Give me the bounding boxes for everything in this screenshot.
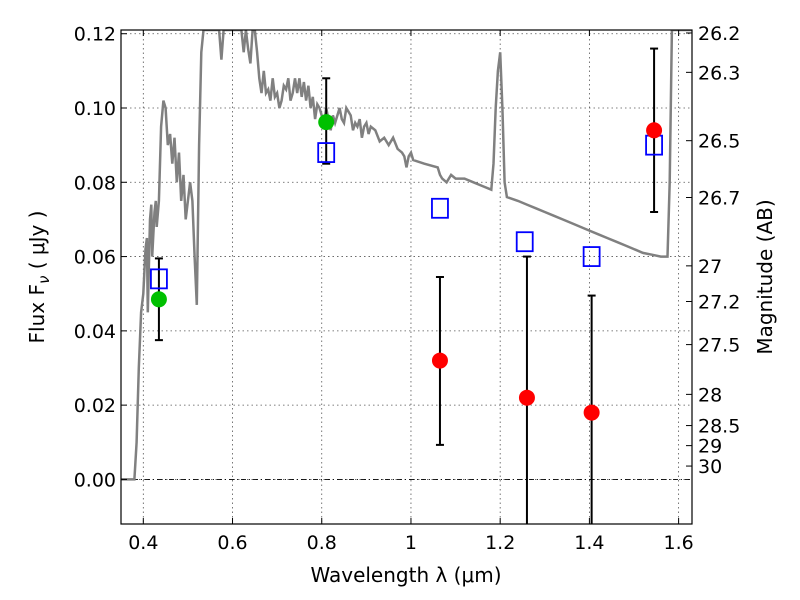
x-tick-label: 1.6 xyxy=(664,532,694,554)
model-spectrum-line xyxy=(121,30,692,481)
data-point-square xyxy=(317,142,336,163)
data-point-circle xyxy=(518,389,535,406)
x-axis-label: Wavelength λ (μm) xyxy=(310,563,501,587)
y-tick-label: 0.06 xyxy=(74,247,116,269)
x-tick-label: 1.2 xyxy=(485,532,515,554)
y2-tick-label: 30 xyxy=(698,456,722,478)
y2-axis-label: Magnitude (AB) xyxy=(753,199,777,354)
data-points xyxy=(150,114,663,421)
axis-ticks: 0.4 0.6 0.8 1 1.2 1.4 1.6 0.00 0.02 0.04 0.06 0.08 0… xyxy=(74,23,741,554)
y-tick-label: 0.02 xyxy=(74,395,116,417)
data-point-circle xyxy=(150,291,167,308)
data-point-square xyxy=(515,231,534,253)
plot-area xyxy=(121,30,692,481)
y2-tick-label: 27 xyxy=(698,256,722,278)
x-tick-label: 1 xyxy=(405,532,417,554)
x-tick-label: 1.4 xyxy=(574,532,604,554)
y2-tick-label: 27.5 xyxy=(698,335,740,357)
data-point-circle xyxy=(583,404,600,421)
y-tick-label: 0.10 xyxy=(74,98,116,120)
plot-background xyxy=(121,30,692,524)
data-point-square xyxy=(431,197,449,219)
x-tick-label: 0.8 xyxy=(307,532,337,554)
data-point-circle xyxy=(646,122,663,139)
y2-tick-label: 26.2 xyxy=(698,23,740,45)
y2-tick-label: 26.5 xyxy=(698,131,740,153)
y-tick-label: 0.00 xyxy=(74,469,116,491)
y-tick-label: 0.08 xyxy=(74,172,116,194)
y-tick-label: 0.12 xyxy=(74,24,116,46)
y2-tick-label: 29 xyxy=(698,436,722,458)
data-point-square xyxy=(582,246,601,267)
plot-frame xyxy=(120,29,693,525)
data-point-circle xyxy=(431,352,448,369)
y2-tick-label: 28.5 xyxy=(698,416,740,438)
y2-tick-label: 26.7 xyxy=(698,188,740,210)
y2-tick-label: 28 xyxy=(698,384,722,406)
x-tick-label: 0.4 xyxy=(128,532,158,554)
data-point-circle xyxy=(318,114,335,131)
y2-tick-label: 27.2 xyxy=(698,292,740,314)
data-point-square xyxy=(150,268,168,290)
y-axis-label: Flux Fν ( μJy ) xyxy=(25,211,53,344)
y-tick-label: 0.04 xyxy=(74,321,116,343)
y2-tick-label: 26.3 xyxy=(698,62,740,84)
x-tick-label: 0.6 xyxy=(217,532,247,554)
